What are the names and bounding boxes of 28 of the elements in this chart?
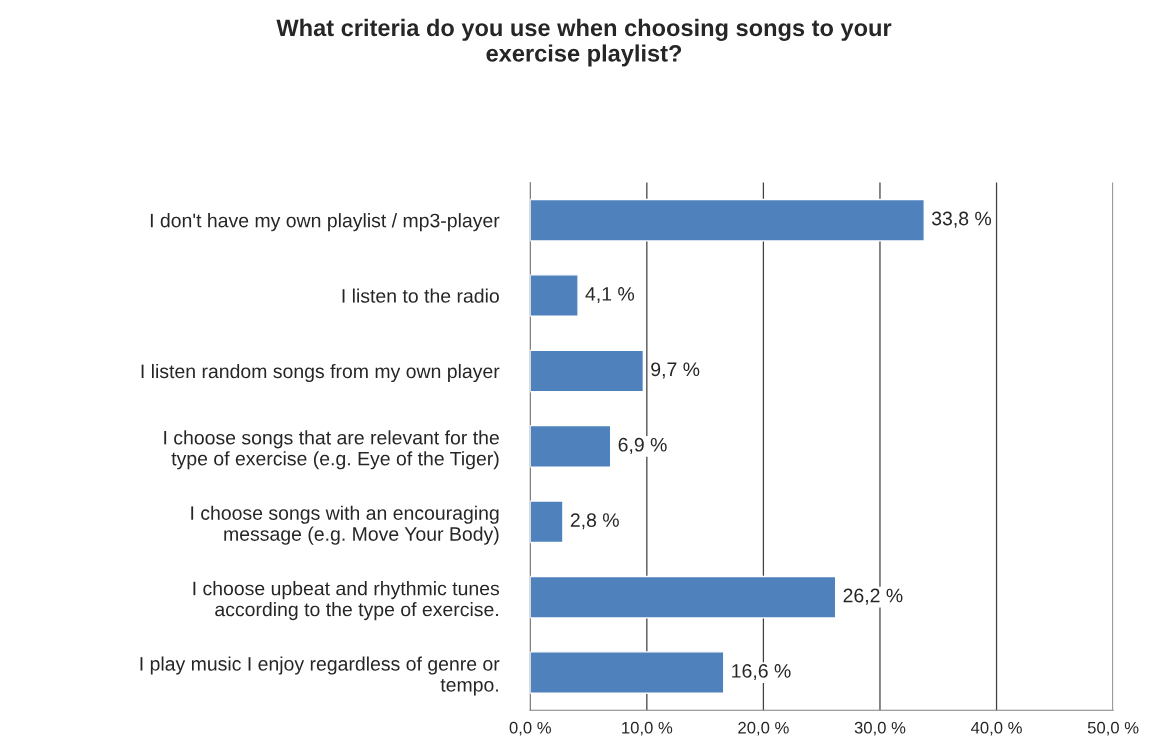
bar bbox=[530, 274, 579, 317]
data-label: 6,9 % bbox=[618, 437, 667, 454]
chart-title: What criteria do you use when choosing songs to your exercise playlist? bbox=[276, 18, 892, 67]
x-tick-label: 10,0 % bbox=[622, 721, 673, 736]
x-tick-label: 30,0 % bbox=[854, 721, 906, 736]
bar bbox=[530, 424, 612, 468]
x-tick-label: 40,0 % bbox=[970, 721, 1022, 736]
y-tick-label: I don't have my own playlist / mp3-player bbox=[150, 213, 500, 232]
bar bbox=[530, 575, 837, 619]
y-tick-label: I choose songs that are relevant for the type of exercise (e.g. Eye of the Tiger) bbox=[164, 430, 499, 470]
y-tick-label: I choose songs with an encouraging message (e.g. Move Your Body) bbox=[191, 505, 499, 545]
bar bbox=[530, 198, 925, 242]
x-tick-label: 0,0 % bbox=[509, 721, 551, 736]
y-tick-label: I listen to the radio bbox=[342, 288, 499, 303]
bar bbox=[530, 349, 645, 393]
bar bbox=[530, 500, 564, 544]
data-label: 16,6 % bbox=[732, 664, 791, 681]
data-label: 4,1 % bbox=[585, 287, 635, 304]
x-tick-label: 20,0 % bbox=[738, 721, 789, 736]
x-tick-label: 50,0 % bbox=[1087, 721, 1139, 736]
data-label: 26,2 % bbox=[843, 588, 903, 605]
data-label: 9,7 % bbox=[651, 362, 700, 379]
bar bbox=[530, 651, 725, 694]
y-tick-label: I choose upbeat and rhythmic tunes according to the type of exercise. bbox=[193, 581, 500, 621]
y-tick-label: I play music I enjoy regardless of genre or tempo. bbox=[140, 656, 500, 696]
data-label: 33,8 % bbox=[931, 211, 992, 228]
y-tick-label: I listen random songs from my own player bbox=[141, 363, 500, 383]
data-label: 2,8 % bbox=[570, 513, 619, 530]
